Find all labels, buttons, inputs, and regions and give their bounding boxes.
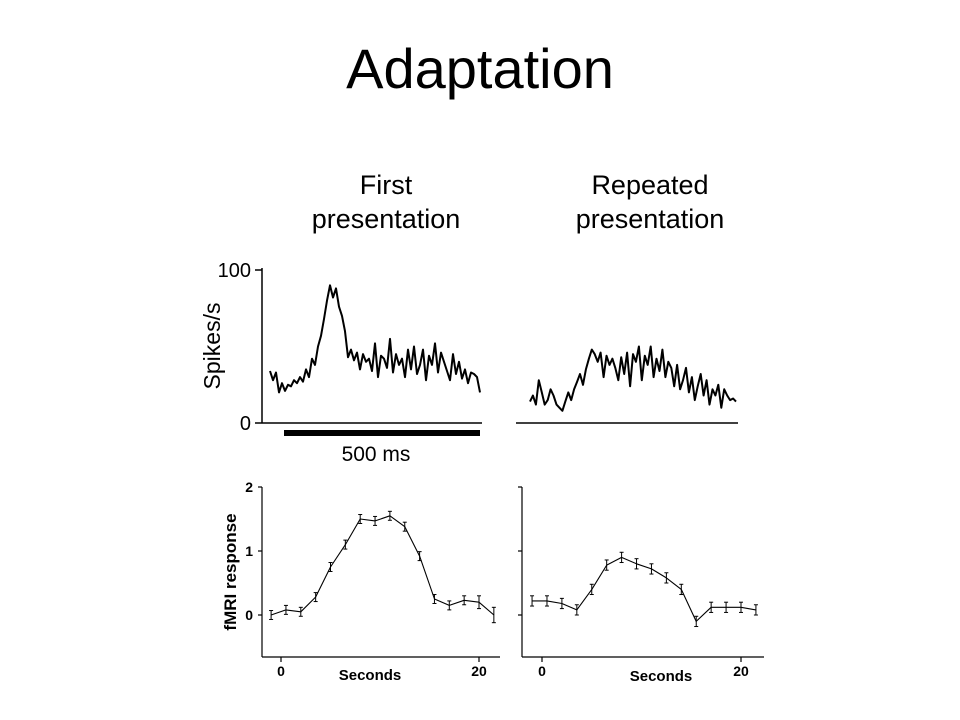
spikes-y-axis-label: Spikes/s <box>199 303 225 390</box>
column-heading-repeated-line1: Repeated <box>591 170 709 200</box>
fmri-repeated-line <box>532 556 756 622</box>
spikes-repeated-line <box>529 345 737 412</box>
fmri-y-axis-label: fMRI response <box>221 513 240 630</box>
column-heading-repeated: Repeated presentation <box>530 168 770 236</box>
fmri-xtick-label-0-repeated: 0 <box>538 663 546 679</box>
fmri-xtick-label-20-first: 20 <box>471 663 487 679</box>
spikes-tick-label-0: 0 <box>240 413 251 435</box>
column-heading-first: First presentation <box>266 168 506 236</box>
fmri-x-axis-label-first: Seconds <box>339 667 402 684</box>
slide-title: Adaptation <box>346 37 614 100</box>
fmri-first-line <box>270 515 495 616</box>
data-marks <box>269 284 758 628</box>
fmri-xtick-label-20-repeated: 20 <box>733 663 749 679</box>
column-heading-first-line1: First <box>359 170 413 200</box>
spikes-tick-label-100: 100 <box>218 260 251 282</box>
fmri-ytick-label-0: 0 <box>245 607 253 623</box>
spikes-first-line <box>269 284 481 394</box>
fmri-x-axis-label-repeated: Seconds <box>630 668 693 685</box>
fmri-ytick-label-2: 2 <box>245 479 253 495</box>
scale-bar-label: 500 ms <box>342 443 411 466</box>
fmri-xtick-label-0-first: 0 <box>277 663 285 679</box>
column-heading-repeated-line2: presentation <box>575 204 725 234</box>
column-heading-first-line2: presentation <box>311 204 461 234</box>
fmri-ytick-label-1: 1 <box>245 543 253 559</box>
